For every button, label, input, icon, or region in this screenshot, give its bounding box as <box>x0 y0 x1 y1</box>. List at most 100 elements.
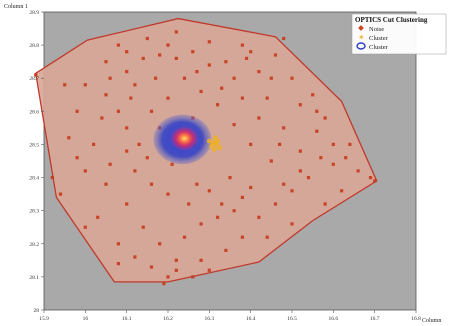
noise-point <box>187 202 191 206</box>
legend-noise-marker <box>358 25 364 31</box>
yellow-cluster-point <box>217 145 223 151</box>
legend-entry-label: Cluster <box>369 44 389 51</box>
noise-point <box>240 96 244 100</box>
noise-point <box>191 275 195 279</box>
noise-point <box>348 142 352 146</box>
noise-point <box>141 56 145 60</box>
yellow-cluster-point <box>214 142 220 147</box>
noise-point <box>108 76 112 80</box>
noise-point <box>182 235 187 239</box>
noise-point <box>373 179 377 183</box>
noise-point <box>158 53 162 57</box>
y-tick-label: 28.4 <box>29 176 39 182</box>
noise-point <box>220 202 224 206</box>
noise-point <box>75 156 79 160</box>
noise-point <box>96 215 100 219</box>
noise-point <box>75 109 79 113</box>
noise-point <box>100 116 104 120</box>
yellow-cluster-point <box>206 138 212 144</box>
noise-point <box>133 83 137 87</box>
noise-point <box>108 162 112 166</box>
noise-point <box>249 50 253 54</box>
noise-point <box>207 63 211 67</box>
noise-point <box>125 126 129 130</box>
noise-point <box>191 50 195 54</box>
noise-point <box>232 209 236 213</box>
noise-point <box>319 156 323 160</box>
noise-point <box>298 149 302 153</box>
noise-point <box>58 192 63 196</box>
y-tick-label: 28.5 <box>29 142 39 148</box>
noise-point <box>298 169 302 173</box>
noise-point <box>174 268 178 272</box>
noise-point <box>149 109 154 113</box>
noise-point <box>224 248 228 252</box>
noise-point <box>50 176 54 180</box>
noise-point <box>340 189 344 193</box>
y-tick-label: 28.3 <box>29 209 39 215</box>
noise-point <box>228 176 232 180</box>
noise-point <box>282 126 286 130</box>
noise-point <box>83 169 87 173</box>
legend-cluster-marker <box>356 42 366 50</box>
noise-point <box>92 142 96 146</box>
noise-point <box>166 43 170 47</box>
x-tick-label: 16.6 <box>329 316 339 322</box>
noise-point <box>298 103 302 107</box>
noise-point <box>344 156 348 160</box>
noise-point <box>273 202 278 206</box>
noise-point <box>269 159 273 163</box>
noise-point <box>356 169 360 173</box>
noise-point <box>141 225 145 229</box>
noise-point <box>207 268 211 272</box>
yellow-cluster-point <box>211 147 217 152</box>
y-tick-label: 28.9 <box>29 10 39 16</box>
noise-point <box>269 76 273 80</box>
noise-point <box>145 36 149 41</box>
y-tick-label: 28.2 <box>29 242 39 248</box>
yellow-cluster-point <box>209 143 214 149</box>
noise-point <box>174 258 178 262</box>
noise-point <box>306 176 311 180</box>
noise-point <box>133 169 137 173</box>
noise-point <box>220 86 224 90</box>
noise-point <box>154 76 158 80</box>
x-tick-label: 16.7 <box>370 316 380 322</box>
noise-point <box>232 76 236 80</box>
noise-point <box>166 192 170 196</box>
x-axis-label: Column <box>422 318 441 324</box>
noise-point <box>104 93 108 97</box>
x-tick-label: 16.2 <box>163 316 173 322</box>
noise-point <box>182 76 187 80</box>
noise-point <box>249 185 253 190</box>
noise-point <box>265 235 269 239</box>
noise-point <box>125 202 129 206</box>
noise-point <box>240 235 244 239</box>
noise-point <box>116 262 120 266</box>
noise-point <box>331 142 335 146</box>
cluster-core-hotspot <box>170 126 199 151</box>
noise-point <box>199 222 203 226</box>
noise-point <box>244 56 249 60</box>
noise-point <box>104 182 108 186</box>
noise-point <box>273 53 278 57</box>
noise-point <box>116 109 120 113</box>
noise-point <box>129 96 133 100</box>
noise-point <box>257 215 261 219</box>
legend-title: OPTICS Cut Clustering <box>355 16 428 24</box>
legend-box <box>351 13 447 55</box>
noise-point <box>290 76 294 80</box>
legend-entry-label: Noise <box>369 26 384 33</box>
x-tick-label: 15.9 <box>39 316 49 322</box>
y-tick-label: 28.8 <box>29 43 39 49</box>
noise-point <box>158 242 162 246</box>
noise-point <box>116 242 120 246</box>
legend: OPTICS Cut Clustering Noise ✶ Cluster Cluste… <box>351 13 447 55</box>
x-tick-label: 16 <box>83 316 89 322</box>
noise-point <box>125 149 129 153</box>
noise-point <box>331 162 335 166</box>
noise-point <box>315 129 319 133</box>
noise-point <box>278 142 282 146</box>
